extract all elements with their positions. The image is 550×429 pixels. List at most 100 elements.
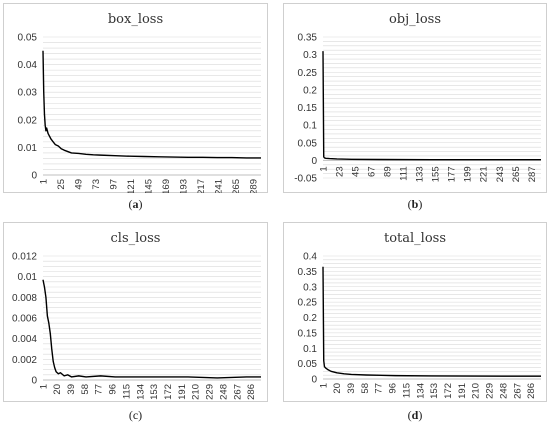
x-tick-label: 77 xyxy=(94,384,105,395)
x-tick-label: 210 xyxy=(191,384,202,400)
x-tick-label: 115 xyxy=(121,384,132,399)
x-tick-label: 210 xyxy=(471,383,482,399)
y-tick-label: 0.2 xyxy=(303,85,317,96)
y-tick-label: 0.008 xyxy=(12,293,37,304)
y-tick-label: 0.01 xyxy=(18,272,38,283)
x-tick-label: 241 xyxy=(213,179,224,193)
x-tick-label: 23 xyxy=(334,166,345,177)
box-loss-chart: box_loss 0 0.01 0.02 0.03 0.04 0.05 1 25 49 73 97 12… xyxy=(3,3,268,193)
x-tick-label: 248 xyxy=(218,384,229,400)
y-tick-label: 0.004 xyxy=(12,334,37,345)
x-tick-label: 73 xyxy=(91,179,102,190)
y-tick-label: 0.35 xyxy=(298,267,318,278)
x-tick-label: 97 xyxy=(108,179,119,190)
chart-panel-c: cls_loss 0 0.002 0.004 0.006 0.008 0.01 0.012 1 2… xyxy=(3,222,268,429)
caption-a: (a) xyxy=(128,197,143,211)
x-tick-label: 1 xyxy=(318,166,329,171)
x-tick-label: 193 xyxy=(178,179,189,193)
x-tick-label: 115 xyxy=(401,383,412,398)
x-tick-label: 134 xyxy=(415,383,426,399)
x-tick-label: 89 xyxy=(382,166,393,177)
x-tick-label: 172 xyxy=(443,383,454,399)
y-tick-label: 0.3 xyxy=(303,50,317,61)
x-tick-label: 96 xyxy=(388,383,399,394)
x-tick-label: 45 xyxy=(350,166,361,177)
y-tick-label: 0.002 xyxy=(12,355,37,366)
x-tick-label: 39 xyxy=(346,383,357,394)
x-tick-label: 58 xyxy=(360,383,371,394)
y-tick-label: 0.03 xyxy=(18,88,38,99)
x-tick-label: 133 xyxy=(415,166,426,182)
x-tick-label: 286 xyxy=(526,383,537,399)
x-tick-label: 134 xyxy=(135,384,146,400)
y-tick-label: 0.05 xyxy=(298,359,318,370)
x-tick-label: 1 xyxy=(38,384,49,389)
y-tick-label: 0.01 xyxy=(18,143,38,154)
x-tick-label: 265 xyxy=(231,179,242,193)
x-tick-label: 153 xyxy=(429,383,440,399)
chart-panel-b: obj_loss -0.05 0 0.05 0.1 0.15 0.2 0.25 0.3 0.35 1… xyxy=(283,3,547,216)
x-tick-label: 77 xyxy=(374,383,385,394)
caption-c: (c) xyxy=(128,408,143,422)
x-tick-label: 177 xyxy=(447,166,458,182)
y-tick-label: 0.15 xyxy=(298,328,318,339)
y-tick-label: 0.25 xyxy=(298,68,318,79)
caption-letter: d xyxy=(411,408,419,422)
x-tick-label: 229 xyxy=(205,384,216,400)
x-tick-label: 20 xyxy=(52,384,63,395)
x-tick-label: 267 xyxy=(512,383,523,399)
caption-b: (b) xyxy=(407,197,423,211)
y-tick-label: 0.1 xyxy=(303,344,317,355)
x-tick-label: 1 xyxy=(318,383,329,388)
y-tick-label: 0 xyxy=(311,375,317,386)
y-tick-label: 0.4 xyxy=(303,252,317,263)
chart-frame xyxy=(283,3,547,193)
y-tick-label: 0.02 xyxy=(18,115,38,126)
chart-frame xyxy=(283,222,547,402)
x-tick-label: 39 xyxy=(66,384,77,395)
x-tick-label: 221 xyxy=(479,166,490,182)
x-tick-label: 243 xyxy=(495,166,506,182)
x-tick-label: 191 xyxy=(457,383,468,399)
chart-panel-a: box_loss 0 0.01 0.02 0.03 0.04 0.05 1 25 49 73 97 12… xyxy=(3,3,268,216)
y-tick-label: -0.05 xyxy=(294,174,317,185)
x-tick-label: 199 xyxy=(463,166,474,182)
x-tick-label: 229 xyxy=(485,383,496,399)
x-tick-label: 96 xyxy=(108,384,119,395)
y-tick-label: 0.05 xyxy=(18,33,38,44)
caption-d: (d) xyxy=(407,408,423,422)
x-tick-label: 153 xyxy=(149,384,160,400)
x-tick-label: 25 xyxy=(56,179,67,190)
x-tick-label: 169 xyxy=(161,179,172,193)
x-tick-label: 145 xyxy=(143,179,154,193)
y-tick-label: 0 xyxy=(31,376,37,387)
y-tick-label: 0.35 xyxy=(298,33,318,44)
series-line xyxy=(322,266,541,377)
y-tick-label: 0.006 xyxy=(12,314,37,325)
y-tick-label: 0.15 xyxy=(298,103,318,114)
obj-loss-chart: obj_loss -0.05 0 0.05 0.1 0.15 0.2 0.25 0.3 0.35 1… xyxy=(283,3,547,193)
y-tick-label: 0.1 xyxy=(303,121,317,132)
y-tick-label: 0.25 xyxy=(298,298,318,309)
x-tick-label: 49 xyxy=(73,179,84,190)
x-tick-label: 121 xyxy=(126,179,137,193)
y-tick-label: 0 xyxy=(311,156,317,167)
y-tick-label: 0.05 xyxy=(298,138,318,149)
y-tick-label: 0.2 xyxy=(303,313,317,324)
caption-letter: b xyxy=(411,197,419,211)
y-tick-label: 0.04 xyxy=(18,60,38,71)
x-tick-label: 267 xyxy=(232,384,243,400)
x-tick-label: 20 xyxy=(332,383,343,394)
x-tick-label: 287 xyxy=(527,166,538,182)
chart-title: total_loss xyxy=(384,231,446,246)
x-tick-label: 289 xyxy=(248,179,259,193)
x-tick-label: 67 xyxy=(366,166,377,177)
x-tick-label: 155 xyxy=(431,166,442,182)
chart-title: obj_loss xyxy=(389,12,441,27)
total-loss-chart: total_loss 0 0.05 0.1 0.15 0.2 0.25 0.3 0.35 0.4 1… xyxy=(283,222,547,402)
x-tick-label: 1 xyxy=(38,179,49,184)
x-tick-label: 248 xyxy=(498,383,509,399)
chart-panel-d: total_loss 0 0.05 0.1 0.15 0.2 0.25 0.3 0.35 0.4 1… xyxy=(283,222,547,429)
caption-letter: c xyxy=(132,408,139,422)
